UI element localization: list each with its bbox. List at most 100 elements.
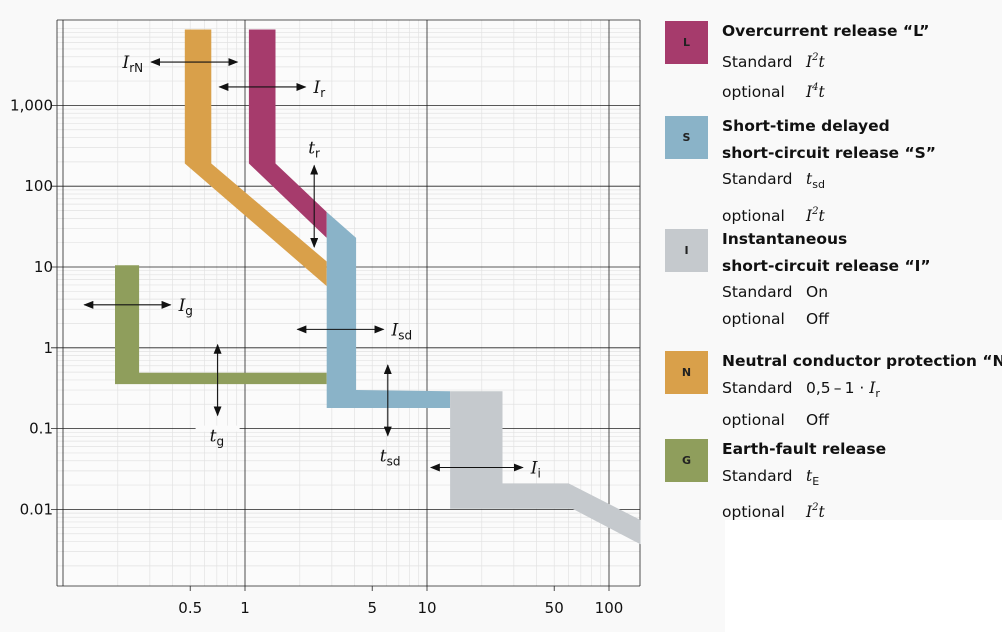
row-value-part: 2 xyxy=(812,205,819,217)
row-label: optional xyxy=(722,411,785,429)
label-tsd: tsd xyxy=(380,447,401,469)
legend-swatch: L xyxy=(665,21,708,64)
y-tick-label: 1,000 xyxy=(10,96,53,114)
x-tick-label: 10 xyxy=(417,599,436,617)
band-I xyxy=(450,391,641,545)
label-Ig: Ig xyxy=(178,296,193,318)
legend-row-standard: Standard 0,5 – 1 · Ir xyxy=(722,375,1002,408)
row-value-part: t xyxy=(818,83,825,101)
legend-title: Earth-fault release xyxy=(722,440,887,458)
label-subscript: rN xyxy=(129,61,143,75)
label-symbol: t xyxy=(210,426,217,446)
label-IrN: IrN xyxy=(122,53,144,75)
row-label: Standard xyxy=(722,170,793,188)
row-value-part: I xyxy=(806,52,813,71)
legend-swatch: G xyxy=(665,439,708,482)
label-subscript: r xyxy=(315,147,320,161)
y-tick-label: 10 xyxy=(34,258,53,276)
row-label: Standard xyxy=(722,378,793,397)
band-G xyxy=(115,265,327,385)
row-value-part: Off xyxy=(806,411,829,429)
y-tick-label: 1 xyxy=(43,339,53,357)
row-value-part: 2 xyxy=(812,502,819,513)
row-value-part: E xyxy=(812,474,820,488)
row-label: optional xyxy=(722,83,785,101)
legend-title: Overcurrent release “L” xyxy=(722,22,930,40)
band-N xyxy=(184,29,327,287)
y-tick-label: 0.1 xyxy=(29,420,53,438)
legend-text: Short-time delayed short-circuit release … xyxy=(722,113,1002,229)
label-subscript: r xyxy=(320,86,325,100)
row-value-part: t xyxy=(818,52,825,71)
label-subscript: g xyxy=(185,304,193,318)
label-symbol: t xyxy=(308,139,315,159)
legend-title: Instantaneous xyxy=(722,230,848,248)
legend-title: Short-time delayed xyxy=(722,117,890,135)
row-label: Standard xyxy=(722,466,793,485)
row-value-part: I xyxy=(806,503,813,521)
legend-row-optional: optional I2t xyxy=(722,495,1002,526)
legend-text: Instantaneous short-circuit release “I” St… xyxy=(722,226,1002,332)
legend-title: short-circuit release “S” xyxy=(722,143,936,162)
row-value-part: I xyxy=(806,83,813,101)
row-value-part: 0,5 – 1 · xyxy=(806,378,870,397)
y-tick-label: 0.01 xyxy=(20,500,53,518)
x-tick-label: 50 xyxy=(545,599,564,617)
legend-row-standard: Standard I2t xyxy=(722,45,1002,76)
label-subscript: i xyxy=(538,467,541,481)
label-Ii: Ii xyxy=(530,459,541,481)
legend-swatch: S xyxy=(665,116,708,159)
x-tick-label: 0.5 xyxy=(178,599,202,617)
label-symbol: I xyxy=(178,296,186,316)
row-value-part: 2 xyxy=(812,51,819,63)
row-value-part: I xyxy=(806,206,813,225)
label-symbol: I xyxy=(530,459,538,479)
row-label: optional xyxy=(722,503,785,521)
row-label: optional xyxy=(722,309,785,328)
band-L xyxy=(248,29,327,238)
row-value-part: I xyxy=(869,378,876,397)
legend-title: Neutral conductor protection “N” xyxy=(722,352,1002,370)
label-gap xyxy=(195,425,240,432)
row-value-part: t xyxy=(806,466,813,485)
legend-title: short-circuit release “I” xyxy=(722,256,931,275)
legend-text: Earth-fault release Standard tE optional I2t xyxy=(722,436,1002,526)
row-value-part: t xyxy=(818,206,825,225)
label-symbol: I xyxy=(391,320,399,340)
label-Ir: Ir xyxy=(313,78,326,100)
row-label: Standard xyxy=(722,52,793,71)
label-subscript: g xyxy=(216,434,224,448)
label-symbol: I xyxy=(313,78,321,98)
legend-row-standard: Standard tsd xyxy=(722,166,1002,199)
legend-row-optional: optional Off xyxy=(722,407,1002,434)
row-value-part: r xyxy=(875,386,880,400)
row-value-part: sd xyxy=(812,178,825,191)
band-S xyxy=(326,212,451,408)
legend-row-standard: Standard tE xyxy=(722,463,1002,496)
label-tr: tr xyxy=(308,139,320,161)
row-value-part: On xyxy=(806,283,829,301)
legend-row-standard: Standard On xyxy=(722,279,1002,306)
row-value-part: t xyxy=(818,503,825,521)
label-tg: tg xyxy=(210,426,224,448)
legend-swatch: I xyxy=(665,229,708,272)
y-tick-label: 100 xyxy=(24,177,53,195)
legend-row-optional: optional I2t xyxy=(722,199,1002,230)
label-symbol: I xyxy=(122,53,130,73)
label-Isd: Isd xyxy=(391,320,413,342)
row-label: Standard xyxy=(722,283,793,301)
label-symbol: t xyxy=(380,447,387,467)
x-tick-label: 1 xyxy=(240,599,250,617)
x-tick-label: 5 xyxy=(367,599,377,617)
row-value-part: Off xyxy=(806,309,829,328)
legend-swatch: N xyxy=(665,351,708,394)
row-value-part: 4 xyxy=(812,82,819,93)
legend-row-optional: optional Off xyxy=(722,306,1002,333)
legend-row-optional: optional I4t xyxy=(722,75,1002,106)
x-tick-label: 100 xyxy=(595,599,624,617)
row-label: optional xyxy=(722,206,785,225)
label-subscript: sd xyxy=(398,328,412,342)
background-strip xyxy=(725,520,1002,632)
